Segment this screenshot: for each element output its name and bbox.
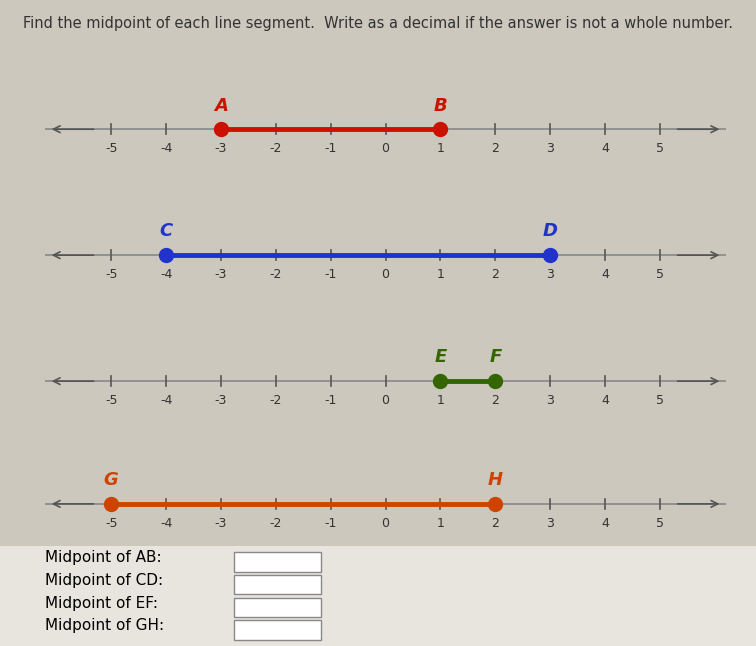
Text: 2: 2 — [491, 395, 499, 408]
Text: 2: 2 — [491, 143, 499, 156]
Text: 1: 1 — [436, 143, 445, 156]
Text: 4: 4 — [601, 269, 609, 282]
Text: 5: 5 — [656, 395, 664, 408]
Text: -3: -3 — [215, 269, 227, 282]
Text: -1: -1 — [324, 395, 337, 408]
Text: B: B — [433, 96, 448, 114]
Text: -1: -1 — [324, 269, 337, 282]
Text: 3: 3 — [547, 143, 554, 156]
Text: 0: 0 — [382, 269, 389, 282]
Text: 3: 3 — [547, 517, 554, 530]
Text: 4: 4 — [601, 395, 609, 408]
Text: C: C — [160, 222, 172, 240]
Text: -4: -4 — [160, 395, 172, 408]
Text: G: G — [104, 471, 119, 489]
Text: 1: 1 — [436, 395, 445, 408]
Text: 5: 5 — [656, 143, 664, 156]
Text: -3: -3 — [215, 395, 227, 408]
Text: 5: 5 — [656, 517, 664, 530]
Text: E: E — [434, 348, 447, 366]
Text: -4: -4 — [160, 269, 172, 282]
Text: 0: 0 — [382, 395, 389, 408]
Text: 4: 4 — [601, 143, 609, 156]
Text: Find the midpoint of each line segment.  Write as a decimal if the answer is not: Find the midpoint of each line segment. … — [23, 16, 733, 31]
Text: -3: -3 — [215, 143, 227, 156]
Text: 0: 0 — [382, 143, 389, 156]
Text: 1: 1 — [436, 269, 445, 282]
Text: D: D — [543, 222, 558, 240]
Text: -3: -3 — [215, 517, 227, 530]
Text: Midpoint of CD:: Midpoint of CD: — [45, 573, 163, 588]
Text: -2: -2 — [270, 395, 282, 408]
Text: 5: 5 — [656, 269, 664, 282]
Text: Midpoint of AB:: Midpoint of AB: — [45, 550, 162, 565]
Text: Midpoint of EF:: Midpoint of EF: — [45, 596, 158, 610]
Text: 3: 3 — [547, 395, 554, 408]
Text: -2: -2 — [270, 269, 282, 282]
Text: F: F — [489, 348, 501, 366]
Text: 0: 0 — [382, 517, 389, 530]
Text: -5: -5 — [105, 395, 117, 408]
Text: Midpoint of GH:: Midpoint of GH: — [45, 618, 165, 633]
Text: 1: 1 — [436, 517, 445, 530]
Text: 3: 3 — [547, 269, 554, 282]
Text: -1: -1 — [324, 517, 337, 530]
Text: -1: -1 — [324, 143, 337, 156]
Text: -5: -5 — [105, 269, 117, 282]
Text: 4: 4 — [601, 517, 609, 530]
Text: 2: 2 — [491, 517, 499, 530]
Text: -5: -5 — [105, 517, 117, 530]
Text: -5: -5 — [105, 143, 117, 156]
Text: H: H — [488, 471, 503, 489]
Text: -2: -2 — [270, 143, 282, 156]
Text: -4: -4 — [160, 143, 172, 156]
Text: A: A — [214, 96, 228, 114]
Text: 2: 2 — [491, 269, 499, 282]
Text: -4: -4 — [160, 517, 172, 530]
Text: -2: -2 — [270, 517, 282, 530]
